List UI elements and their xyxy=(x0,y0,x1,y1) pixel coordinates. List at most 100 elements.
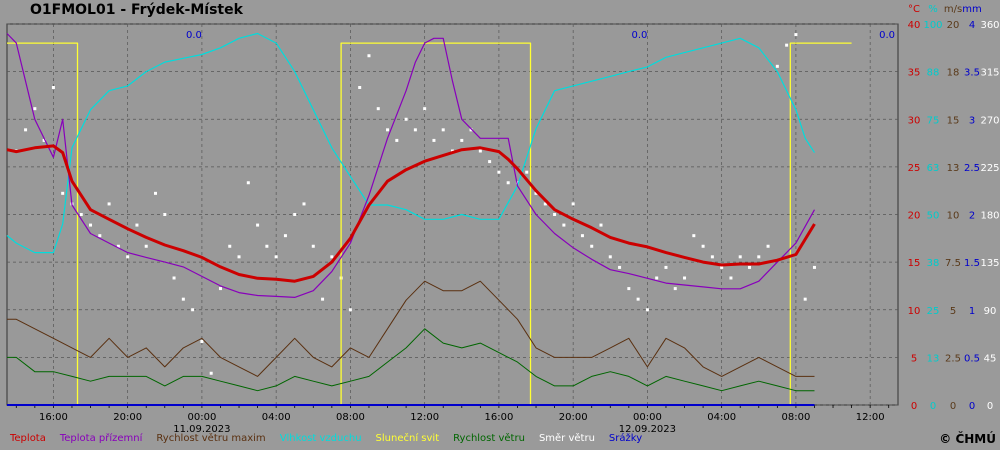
wind-direction-point xyxy=(163,213,167,216)
x-tick-label: 00:00 xyxy=(633,412,662,423)
wind-direction-point xyxy=(321,297,325,301)
wind-direction-point xyxy=(404,117,408,121)
wind-direction-point xyxy=(441,128,445,132)
wind-direction-point xyxy=(748,265,751,269)
series-line-humidity xyxy=(6,32,816,254)
x-tick-label: 04:00 xyxy=(707,412,736,423)
wind-direction-point xyxy=(488,160,492,164)
wind-direction-point xyxy=(330,255,334,259)
wind-direction-point xyxy=(256,223,260,227)
legend-item-precip: Srážky xyxy=(608,433,643,444)
wind-direction-point xyxy=(237,255,241,259)
series-line-temp xyxy=(6,144,816,283)
wind-direction-point xyxy=(562,223,566,227)
wind-direction-point xyxy=(228,244,232,248)
wind-direction-point xyxy=(460,138,464,142)
y-tick-label-temp: 5 xyxy=(911,353,917,364)
wind-direction-point xyxy=(293,213,297,216)
y-tick-label-humidity: 25 xyxy=(927,306,940,317)
y-tick-label-humidity: 100 xyxy=(923,20,942,31)
wind-direction-point xyxy=(107,202,111,206)
legend-item-temp: Teplota xyxy=(10,433,46,444)
wind-direction-point xyxy=(701,244,705,248)
y-tick-label-wind: 5 xyxy=(950,306,956,317)
y-tick-label-humidity: 0 xyxy=(930,401,936,412)
y-tick-label-precip: 4 xyxy=(969,20,975,31)
wind-direction-point xyxy=(497,170,501,174)
wind-direction-point xyxy=(24,128,28,132)
series-line-gust xyxy=(7,280,815,377)
x-tick-label: 16:00 xyxy=(39,412,68,423)
y-tick-label-temp: 10 xyxy=(908,306,921,317)
wind-direction-point xyxy=(265,244,269,248)
wind-direction-point xyxy=(367,54,371,58)
y-tick-label-humidity: 63 xyxy=(927,163,940,174)
precip-annotation: 0.0 xyxy=(879,30,895,41)
y-tick-label-humidity: 38 xyxy=(927,258,940,269)
wind-direction-point xyxy=(506,181,510,185)
wind-direction-point xyxy=(135,223,139,227)
wind-direction-point xyxy=(766,244,770,248)
wind-direction-point xyxy=(79,213,83,216)
wind-direction-point xyxy=(358,86,362,89)
wind-direction-point xyxy=(311,244,315,248)
wind-direction-point xyxy=(413,128,417,132)
wind-direction-point xyxy=(209,371,213,375)
wind-direction-point xyxy=(543,202,547,206)
x-tick-label: 08:00 xyxy=(781,412,810,423)
wind-direction-point xyxy=(386,128,390,132)
wind-direction-point xyxy=(627,287,631,291)
wind-direction-point xyxy=(478,149,482,153)
wind-direction-point xyxy=(664,265,668,269)
wind-direction-point xyxy=(803,297,807,301)
y-tick-label-precip: 3.5 xyxy=(964,68,980,79)
wind-direction-point xyxy=(738,255,742,259)
y-tick-label-humidity: 13 xyxy=(927,353,940,364)
y-tick-label-direction: 360 xyxy=(980,20,999,31)
wind-direction-point xyxy=(126,255,130,259)
series-line-sun xyxy=(7,42,852,406)
y-tick-label-wind: 15 xyxy=(947,115,960,126)
series-line-wind xyxy=(7,328,815,392)
precip-annotation: 0.0 xyxy=(186,30,202,41)
y-tick-label-wind: 7.5 xyxy=(945,258,961,269)
y-tick-label-humidity: 88 xyxy=(927,68,940,79)
legend-item-gust: Rychlost větru maxim xyxy=(156,433,266,444)
wind-direction-point xyxy=(432,138,436,142)
wind-direction-point xyxy=(469,128,473,132)
wind-direction-point xyxy=(655,276,659,280)
y-tick-label-direction: 225 xyxy=(980,163,999,174)
y-tick-label-wind: 10 xyxy=(947,211,960,222)
wind-direction-point xyxy=(283,234,287,238)
x-tick-label: 12:00 xyxy=(856,412,885,423)
unit-label: % xyxy=(928,4,938,15)
legend: Teplota Teplota přízemní Rychlost větru ma… xyxy=(10,433,656,444)
wind-direction-point xyxy=(423,107,427,111)
x-tick-label: 16:00 xyxy=(484,412,513,423)
wind-direction-point xyxy=(218,287,222,291)
precip-annotation: 0.0 xyxy=(632,30,648,41)
x-tick-label: 08:00 xyxy=(336,412,365,423)
wind-direction-point xyxy=(673,287,677,291)
wind-direction-point xyxy=(618,265,622,269)
x-tick-label: 20:00 xyxy=(113,412,142,423)
wind-direction-point xyxy=(302,202,306,206)
wind-direction-point xyxy=(154,191,157,195)
legend-item-sun: Sluneční svit xyxy=(375,433,440,444)
date-label: 11.09.2023 xyxy=(173,424,230,435)
wind-direction-point xyxy=(757,255,761,259)
y-tick-label-temp: 25 xyxy=(908,163,921,174)
date-label: 12.09.2023 xyxy=(619,424,676,435)
y-tick-label-wind: 2.5 xyxy=(945,353,961,364)
y-tick-label-direction: 270 xyxy=(980,115,999,126)
legend-item-humidity: Vlhkost vzduchu xyxy=(279,433,362,444)
wind-direction-point xyxy=(608,255,612,259)
y-tick-label-precip: 1 xyxy=(969,306,975,317)
wind-direction-point xyxy=(144,244,148,248)
wind-direction-point xyxy=(636,297,640,301)
legend-item-dir: Směr větru xyxy=(538,433,595,444)
unit-label: mm xyxy=(962,4,981,15)
wind-direction-point xyxy=(785,43,789,47)
y-tick-label-precip: 0.5 xyxy=(964,353,980,364)
